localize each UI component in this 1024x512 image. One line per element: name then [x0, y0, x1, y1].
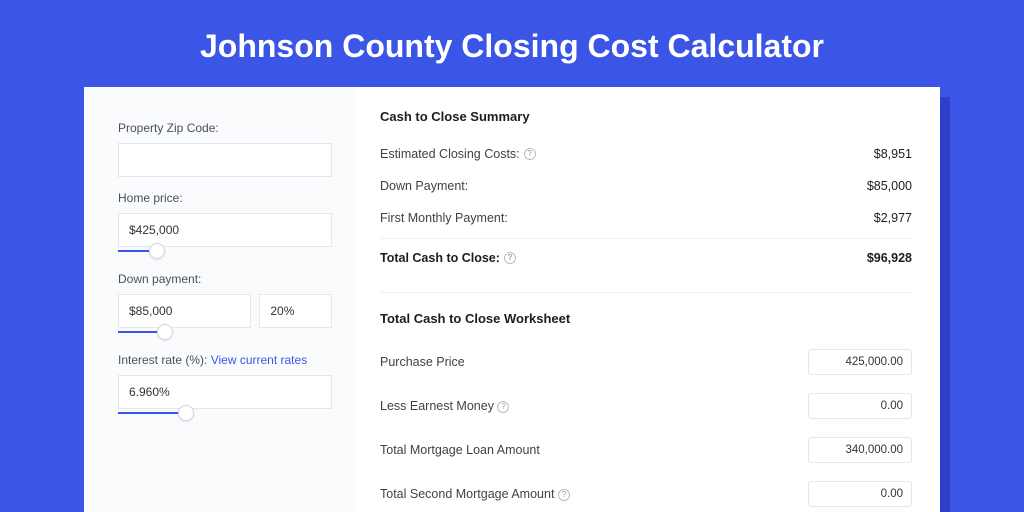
summary-row-value: $8,951	[874, 147, 912, 161]
worksheet-row-label: Purchase Price	[380, 355, 465, 369]
results-panel: Cash to Close Summary Estimated Closing …	[356, 87, 940, 512]
interest-rate-label: Interest rate (%): View current rates	[118, 353, 332, 367]
summary-row-label: Estimated Closing Costs:	[380, 147, 520, 161]
worksheet-input[interactable]	[808, 481, 912, 507]
view-rates-link[interactable]: View current rates	[211, 353, 308, 367]
summary-row-value: $85,000	[867, 179, 912, 193]
help-icon[interactable]: ?	[497, 401, 509, 413]
worksheet-row-label: Total Mortgage Loan Amount	[380, 443, 540, 457]
worksheet-input[interactable]	[808, 349, 912, 375]
worksheet-row: Total Mortgage Loan Amount	[380, 428, 912, 472]
summary-row: First Monthly Payment: $2,977	[380, 202, 912, 234]
worksheet-row: Purchase Price	[380, 340, 912, 384]
worksheet-row-label: Less Earnest Money	[380, 399, 494, 413]
summary-row-label: First Monthly Payment:	[380, 211, 508, 225]
down-payment-input[interactable]	[118, 294, 251, 328]
interest-rate-input[interactable]	[118, 375, 332, 409]
help-icon[interactable]: ?	[504, 252, 516, 264]
worksheet-section: Total Cash to Close Worksheet Purchase P…	[380, 292, 912, 512]
help-icon[interactable]: ?	[524, 148, 536, 160]
home-price-field: Home price:	[118, 191, 332, 258]
home-price-input[interactable]	[118, 213, 332, 247]
slider-thumb[interactable]	[157, 324, 173, 340]
worksheet-row-label: Total Second Mortgage Amount	[380, 487, 554, 501]
home-price-slider[interactable]	[118, 246, 332, 258]
interest-rate-label-text: Interest rate (%):	[118, 353, 211, 367]
down-payment-slider[interactable]	[118, 327, 332, 339]
home-price-label: Home price:	[118, 191, 332, 205]
slider-thumb[interactable]	[178, 405, 194, 421]
slider-thumb[interactable]	[149, 243, 165, 259]
inputs-panel: Property Zip Code: Home price: Down paym…	[84, 87, 356, 512]
interest-rate-field: Interest rate (%): View current rates	[118, 353, 332, 420]
summary-total-value: $96,928	[867, 251, 912, 265]
help-icon[interactable]: ?	[558, 489, 570, 501]
page-title: Johnson County Closing Cost Calculator	[0, 0, 1024, 87]
summary-row-value: $2,977	[874, 211, 912, 225]
worksheet-input[interactable]	[808, 437, 912, 463]
calculator-card-wrap: Property Zip Code: Home price: Down paym…	[84, 87, 940, 512]
down-payment-row	[118, 294, 332, 328]
worksheet-row: Total Second Mortgage Amount ?	[380, 472, 912, 512]
interest-rate-slider[interactable]	[118, 408, 332, 420]
summary-total-row: Total Cash to Close: ? $96,928	[380, 238, 912, 274]
summary-row-label: Down Payment:	[380, 179, 468, 193]
summary-title: Cash to Close Summary	[380, 109, 912, 124]
calculator-card: Property Zip Code: Home price: Down paym…	[84, 87, 940, 512]
zip-label: Property Zip Code:	[118, 121, 332, 135]
summary-row: Down Payment: $85,000	[380, 170, 912, 202]
summary-total-label: Total Cash to Close:	[380, 251, 500, 265]
slider-track	[118, 412, 186, 414]
worksheet-row: Less Earnest Money ?	[380, 384, 912, 428]
summary-row: Estimated Closing Costs: ? $8,951	[380, 138, 912, 170]
worksheet-title: Total Cash to Close Worksheet	[380, 311, 912, 326]
worksheet-input[interactable]	[808, 393, 912, 419]
zip-input[interactable]	[118, 143, 332, 177]
down-payment-pct-input[interactable]	[259, 294, 332, 328]
down-payment-label: Down payment:	[118, 272, 332, 286]
down-payment-field: Down payment:	[118, 272, 332, 339]
zip-field: Property Zip Code:	[118, 121, 332, 177]
